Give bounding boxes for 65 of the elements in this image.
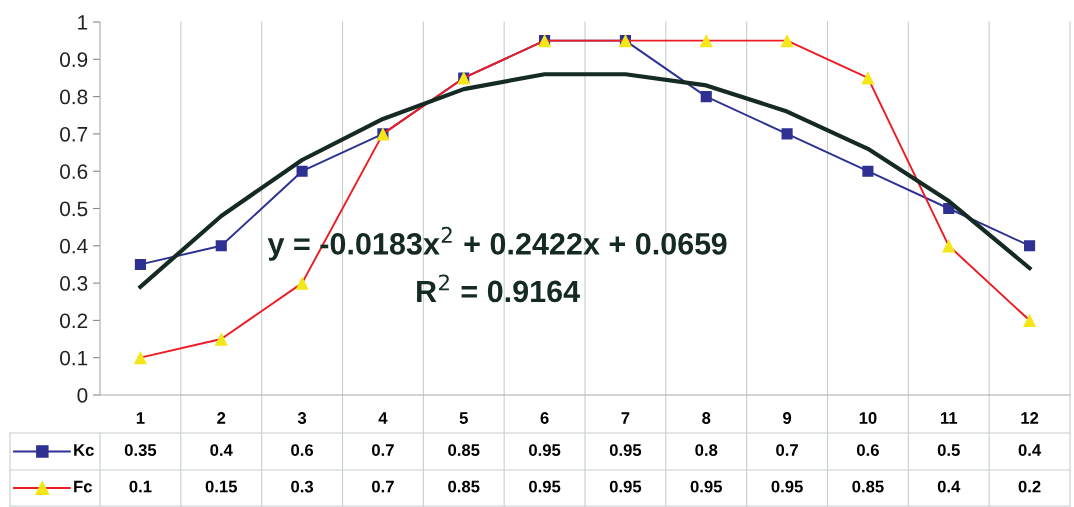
data-label: 0.85 bbox=[852, 480, 884, 493]
x-tick-label: 12 bbox=[1021, 412, 1039, 424]
y-tick-label: 0.6 bbox=[60, 164, 88, 179]
point bbox=[215, 240, 227, 252]
x-tick-label: 1 bbox=[136, 412, 145, 424]
point bbox=[699, 34, 713, 48]
point bbox=[133, 351, 147, 365]
x-tick-label: 6 bbox=[540, 412, 549, 424]
data-label: 0.95 bbox=[529, 480, 561, 493]
data-label: 0.7 bbox=[776, 444, 798, 456]
data-label: 0.6 bbox=[291, 444, 314, 456]
data-label: 0.95 bbox=[529, 444, 561, 456]
x-tick-label: 9 bbox=[783, 412, 792, 424]
x-tick-label: 8 bbox=[702, 412, 711, 424]
data-label: 0.95 bbox=[609, 444, 642, 456]
point bbox=[780, 34, 794, 48]
point bbox=[214, 332, 228, 346]
data-label: 0.95 bbox=[609, 480, 642, 493]
x-tick-label: 7 bbox=[621, 412, 630, 424]
data-label: 0.5 bbox=[937, 444, 960, 456]
point bbox=[862, 165, 874, 177]
point bbox=[700, 91, 712, 103]
data-label: 0.35 bbox=[124, 444, 157, 456]
point bbox=[781, 128, 793, 140]
data-label: 0.15 bbox=[205, 480, 238, 493]
y-tick-label: 0.7 bbox=[60, 126, 88, 142]
data-label: 0.7 bbox=[371, 480, 394, 493]
x-tick-label: 4 bbox=[378, 412, 388, 424]
x-tick-label: 5 bbox=[459, 412, 468, 424]
point bbox=[296, 165, 308, 177]
data-label: 0.4 bbox=[1018, 444, 1042, 456]
x-tick-label: 2 bbox=[217, 412, 226, 424]
y-tick-label: 0 bbox=[77, 388, 88, 403]
y-tick-label: 0.2 bbox=[60, 313, 88, 329]
x-tick-label: 10 bbox=[859, 412, 877, 424]
point bbox=[861, 71, 875, 85]
point bbox=[1023, 313, 1037, 327]
y-tick-label: 0.5 bbox=[60, 201, 88, 217]
data-label: 0.4 bbox=[937, 480, 961, 493]
y-tick-label: 0.8 bbox=[60, 89, 88, 105]
data-label: 0.6 bbox=[856, 444, 879, 456]
data-label: 0.4 bbox=[210, 444, 233, 456]
legend-label: Kc bbox=[74, 444, 94, 456]
y-tick-label: 0.4 bbox=[60, 238, 88, 254]
point bbox=[942, 239, 956, 253]
data-label: 0.85 bbox=[448, 444, 480, 456]
y-tick-label: 0.9 bbox=[60, 52, 88, 68]
y-tick-label: 0.3 bbox=[60, 276, 88, 291]
x-tick-label: 11 bbox=[940, 412, 958, 424]
y-tick-label: 0.1 bbox=[60, 350, 88, 366]
legend-label: Fc bbox=[74, 480, 93, 493]
data-label: 0.85 bbox=[448, 480, 480, 493]
point bbox=[134, 258, 146, 271]
data-label: 0.1 bbox=[129, 480, 152, 493]
x-tick-label: 3 bbox=[297, 412, 307, 424]
point bbox=[1024, 240, 1036, 252]
annotation: R$^{2}$ = 0.9164 bbox=[417, 274, 580, 303]
y-tick-label: 1 bbox=[78, 15, 88, 30]
data-label: 0.7 bbox=[371, 444, 394, 456]
data-label: 0.3 bbox=[291, 480, 314, 493]
data-label: 0.95 bbox=[690, 480, 723, 493]
point bbox=[295, 276, 309, 290]
data-label: 0.2 bbox=[1018, 480, 1041, 493]
data-label: 0.8 bbox=[695, 444, 718, 456]
data-label: 0.95 bbox=[771, 480, 803, 493]
